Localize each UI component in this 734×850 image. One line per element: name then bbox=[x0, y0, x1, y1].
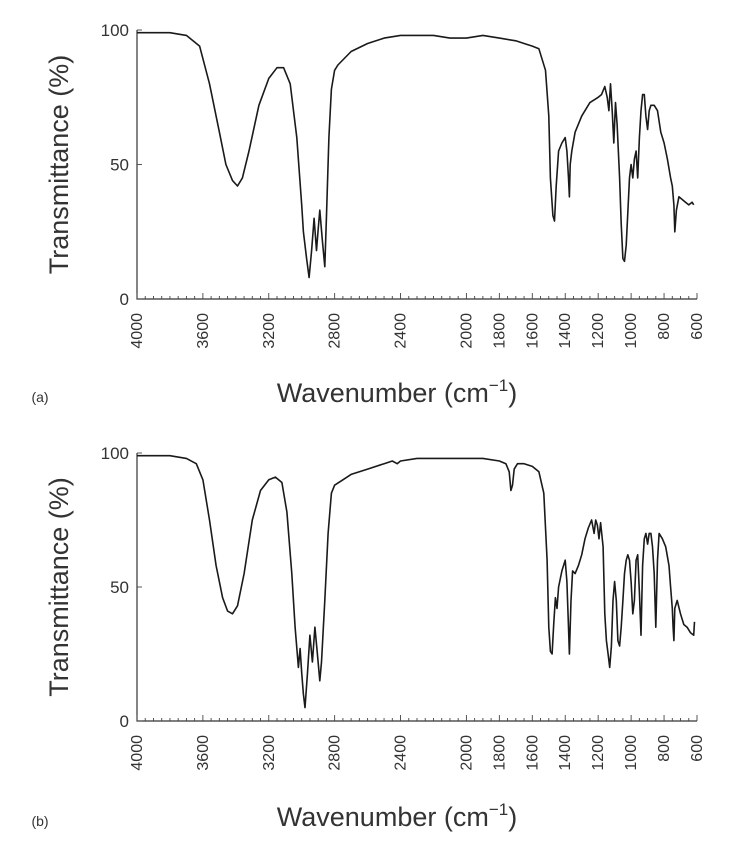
x-tick-label: 600 bbox=[689, 313, 706, 340]
y-tick-label: 50 bbox=[110, 156, 129, 175]
x-axis-title-main: Wavenumber (cm bbox=[277, 802, 489, 832]
x-tick-label: 1600 bbox=[524, 313, 541, 349]
x-tick-label: 1800 bbox=[491, 313, 508, 349]
x-tick-label: 1200 bbox=[590, 313, 607, 349]
panel-a: 4000 3600 3200 2800 2400 2000 1800 1600 1400 1200… bbox=[31, 21, 706, 408]
x-tick-label: 1000 bbox=[623, 735, 640, 771]
x-tick-label: 600 bbox=[689, 735, 706, 762]
y-tick-label: 0 bbox=[120, 290, 129, 309]
x-tick-label: 2800 bbox=[327, 313, 344, 349]
x-tick-label: 1800 bbox=[491, 735, 508, 771]
x-tick-label: 800 bbox=[656, 735, 673, 762]
y-tick-label: 100 bbox=[101, 21, 129, 40]
x-axis-title-close: ) bbox=[508, 802, 517, 832]
y-axis-title: Transmittance (%) bbox=[44, 55, 74, 275]
x-tick-label: 2000 bbox=[458, 735, 475, 771]
x-tick-label: 2000 bbox=[458, 313, 475, 349]
x-tick-label: 3200 bbox=[261, 735, 278, 771]
y-tick-label: 50 bbox=[110, 578, 129, 597]
y-tick-label: 100 bbox=[101, 444, 129, 463]
panel-b: 4000 3600 3200 2800 2400 2000 1800 1600 1400 1200… bbox=[31, 444, 706, 832]
x-tick-label: 1600 bbox=[524, 735, 541, 771]
axis-frame bbox=[136, 30, 697, 300]
x-tick-label: 1000 bbox=[623, 313, 640, 349]
x-tick-label: 4000 bbox=[129, 735, 146, 771]
panel-label: (b) bbox=[31, 813, 48, 829]
x-axis-title: Wavenumber (cm−1) bbox=[277, 800, 517, 832]
x-axis-title: Wavenumber (cm−1) bbox=[277, 376, 517, 408]
x-tick-label: 4000 bbox=[129, 313, 146, 349]
x-tick-label: 800 bbox=[656, 313, 673, 340]
x-tick-label: 3200 bbox=[261, 313, 278, 349]
x-tick-label: 2800 bbox=[327, 735, 344, 771]
spectrum-line bbox=[137, 454, 696, 709]
panel-label: (a) bbox=[31, 389, 48, 405]
x-tick-label: 1400 bbox=[557, 313, 574, 349]
x-tick-label: 3600 bbox=[195, 735, 212, 771]
x-tick-label: 3600 bbox=[195, 313, 212, 349]
y-tick-label: 0 bbox=[120, 712, 129, 731]
x-tick-label: 1200 bbox=[590, 735, 607, 771]
x-tick-label: 1400 bbox=[557, 735, 574, 771]
x-tick-label: 2400 bbox=[393, 313, 410, 349]
x-axis-title-main: Wavenumber (cm bbox=[277, 378, 489, 408]
y-axis-title: Transmittance (%) bbox=[44, 477, 74, 697]
x-axis-title-superscript: −1 bbox=[489, 800, 508, 819]
x-axis-title-close: ) bbox=[508, 378, 517, 408]
x-tick-label: 2400 bbox=[393, 735, 410, 771]
x-axis-title-superscript: −1 bbox=[489, 376, 508, 395]
spectrum-line bbox=[137, 31, 695, 279]
